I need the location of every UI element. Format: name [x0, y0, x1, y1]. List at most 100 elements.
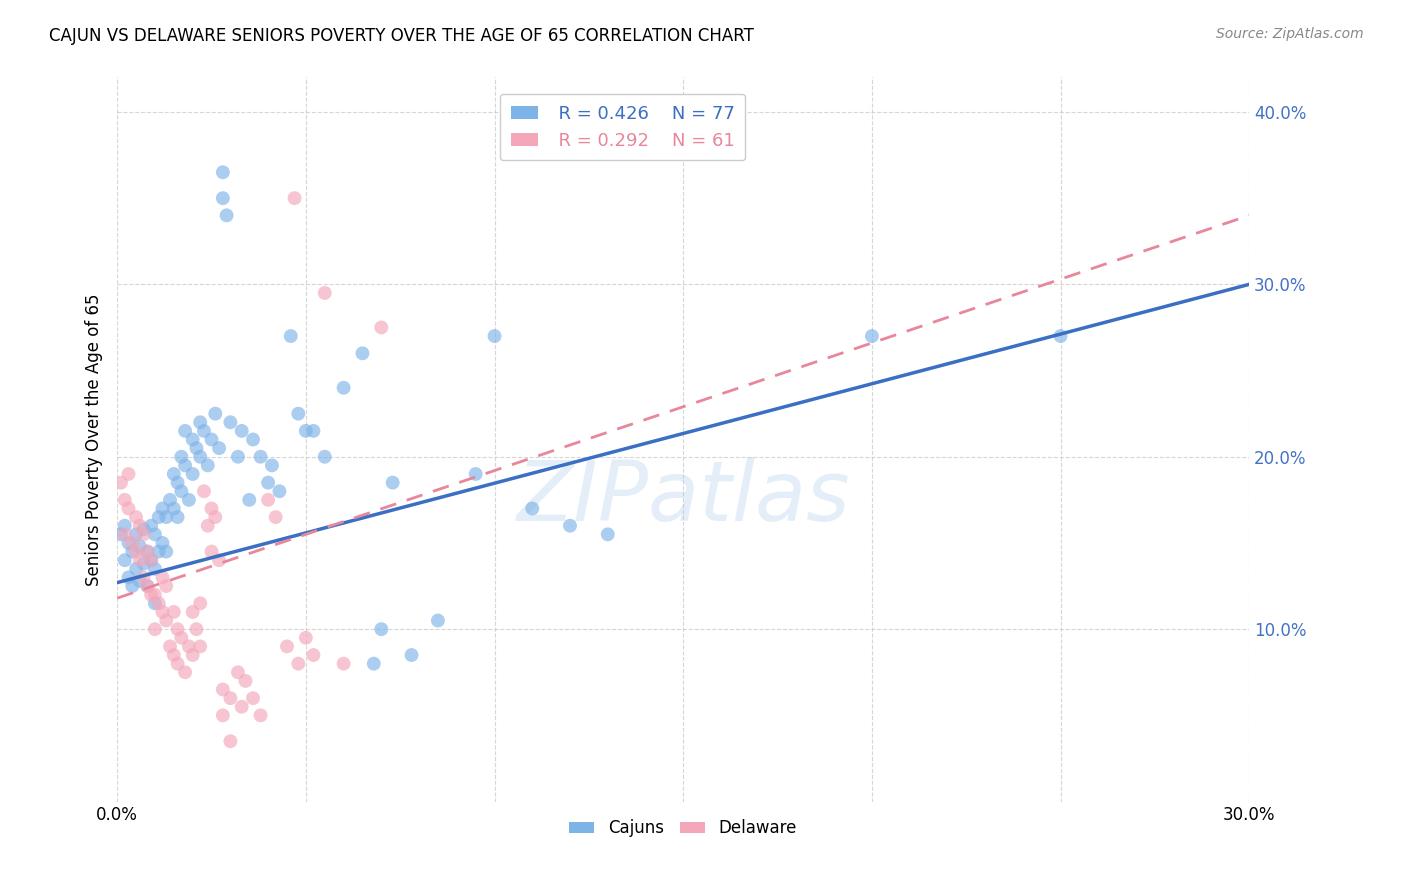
Point	[257, 475, 280, 490]
Point	[166, 622, 188, 636]
Point	[141, 518, 163, 533]
Point	[136, 579, 159, 593]
Point	[287, 407, 309, 421]
Point	[226, 665, 249, 680]
Point	[114, 553, 136, 567]
Point	[170, 450, 193, 464]
Point	[166, 475, 188, 490]
Point	[363, 657, 385, 671]
Point	[370, 320, 392, 334]
Point	[152, 605, 174, 619]
Point	[166, 510, 188, 524]
Point	[177, 492, 200, 507]
Point	[136, 579, 159, 593]
Point	[117, 570, 139, 584]
Point	[208, 441, 231, 455]
Point	[188, 415, 211, 429]
Point	[181, 433, 204, 447]
Point	[522, 501, 544, 516]
Point	[125, 544, 148, 558]
Point	[121, 536, 143, 550]
Point	[132, 527, 155, 541]
Point	[186, 441, 208, 455]
Point	[238, 492, 260, 507]
Point	[332, 381, 354, 395]
Point	[181, 467, 204, 481]
Point	[200, 501, 222, 516]
Point	[276, 640, 298, 654]
Point	[219, 691, 242, 706]
Point	[257, 492, 280, 507]
Point	[200, 544, 222, 558]
Point	[125, 562, 148, 576]
Point	[197, 458, 219, 473]
Point	[136, 544, 159, 558]
Point	[381, 475, 404, 490]
Point	[484, 329, 506, 343]
Point	[231, 699, 253, 714]
Point	[166, 657, 188, 671]
Point	[302, 648, 325, 662]
Point	[143, 588, 166, 602]
Point	[200, 433, 222, 447]
Point	[193, 424, 215, 438]
Point	[155, 579, 177, 593]
Point	[152, 536, 174, 550]
Point	[181, 605, 204, 619]
Point	[114, 527, 136, 541]
Point	[287, 657, 309, 671]
Point	[163, 648, 186, 662]
Point	[114, 518, 136, 533]
Point	[249, 450, 271, 464]
Point	[163, 605, 186, 619]
Point	[152, 570, 174, 584]
Point	[143, 596, 166, 610]
Point	[186, 622, 208, 636]
Text: Source: ZipAtlas.com: Source: ZipAtlas.com	[1216, 27, 1364, 41]
Point	[280, 329, 302, 343]
Point	[235, 673, 257, 688]
Point	[159, 640, 181, 654]
Point	[174, 424, 197, 438]
Point	[211, 165, 233, 179]
Point	[596, 527, 619, 541]
Point	[242, 433, 264, 447]
Point	[128, 540, 150, 554]
Point	[128, 574, 150, 588]
Point	[148, 596, 170, 610]
Point	[110, 475, 132, 490]
Point	[121, 544, 143, 558]
Text: ZIPatlas: ZIPatlas	[516, 457, 851, 538]
Point	[188, 596, 211, 610]
Point	[314, 285, 336, 300]
Text: CAJUN VS DELAWARE SENIORS POVERTY OVER THE AGE OF 65 CORRELATION CHART: CAJUN VS DELAWARE SENIORS POVERTY OVER T…	[49, 27, 754, 45]
Point	[558, 518, 581, 533]
Point	[148, 544, 170, 558]
Point	[132, 522, 155, 536]
Point	[211, 708, 233, 723]
Point	[170, 631, 193, 645]
Point	[269, 484, 291, 499]
Point	[163, 467, 186, 481]
Point	[264, 510, 287, 524]
Point	[148, 510, 170, 524]
Point	[370, 622, 392, 636]
Legend: Cajuns, Delaware: Cajuns, Delaware	[562, 813, 804, 844]
Point	[332, 657, 354, 671]
Point	[464, 467, 486, 481]
Point	[114, 492, 136, 507]
Point	[401, 648, 423, 662]
Point	[128, 518, 150, 533]
Point	[211, 191, 233, 205]
Point	[208, 553, 231, 567]
Point	[426, 614, 449, 628]
Point	[177, 640, 200, 654]
Point	[155, 614, 177, 628]
Point	[260, 458, 283, 473]
Point	[121, 579, 143, 593]
Point	[170, 484, 193, 499]
Point	[174, 458, 197, 473]
Point	[141, 588, 163, 602]
Point	[143, 527, 166, 541]
Point	[143, 562, 166, 576]
